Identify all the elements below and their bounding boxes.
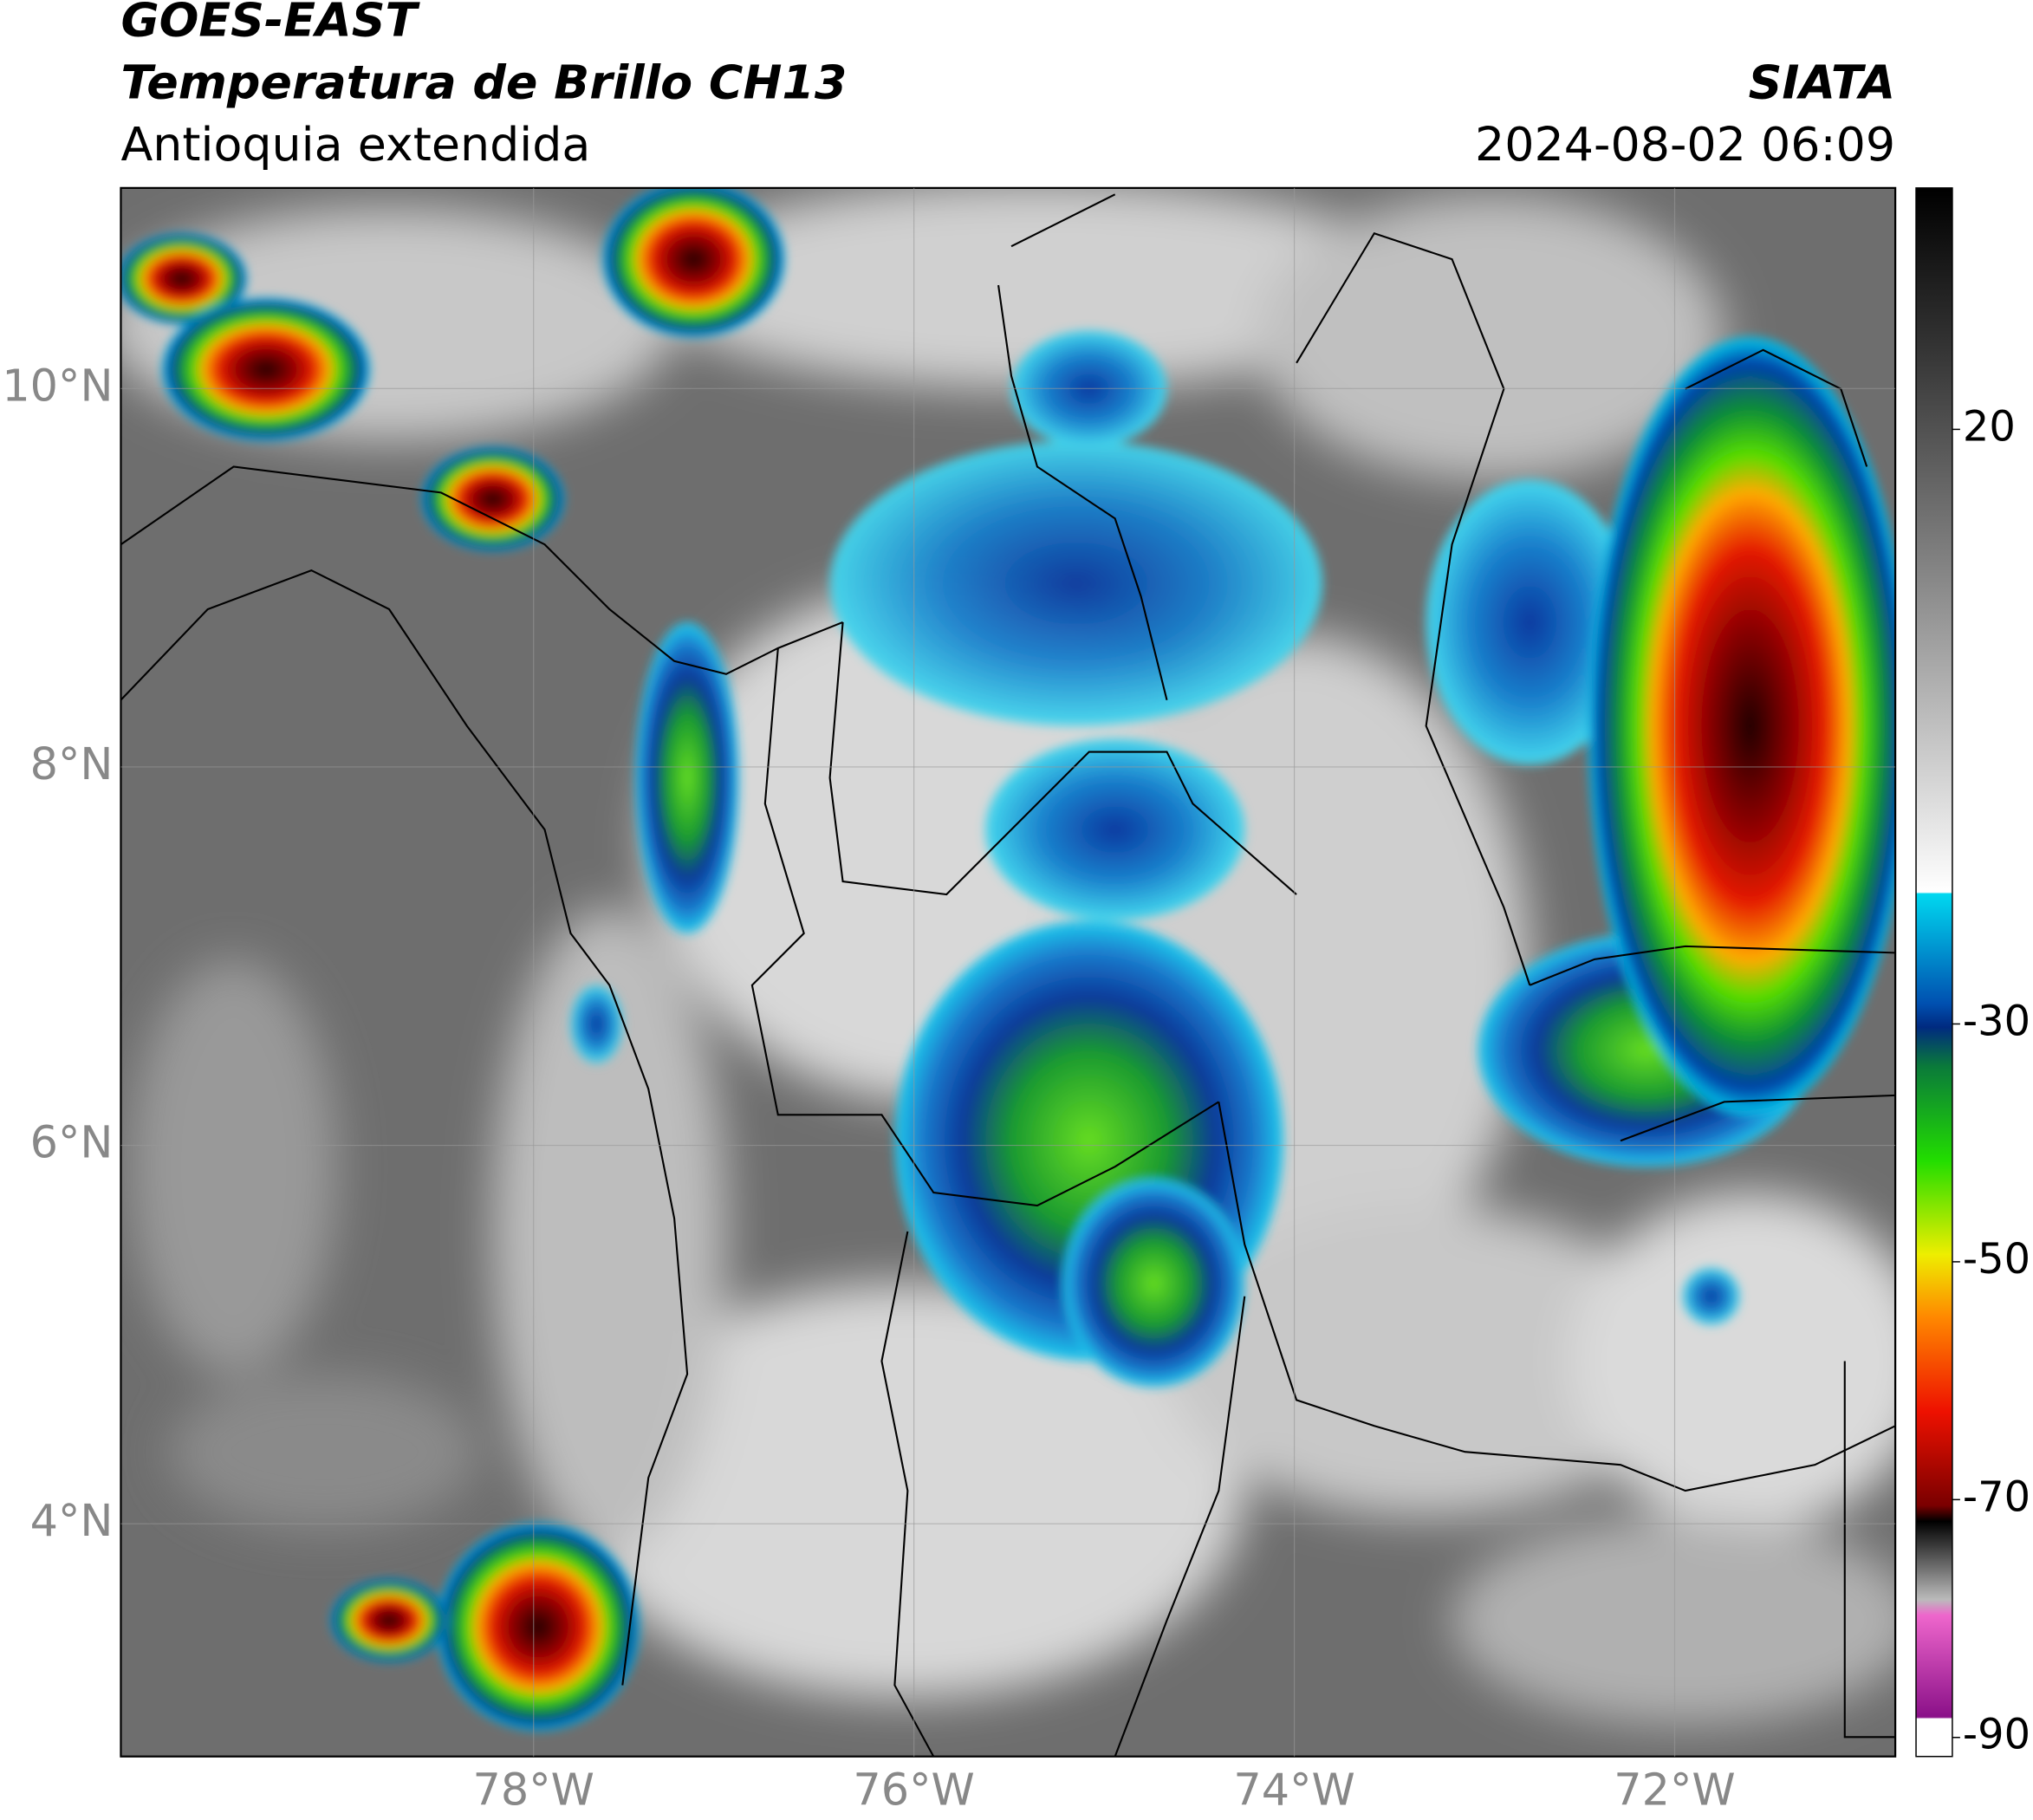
colorbar-tick-label: -70 [1963,1473,2030,1521]
lat-tick-label: 6°N [30,1117,114,1168]
colorbar [1915,187,1953,1758]
graticule [120,187,1896,1757]
colorbar-tick-label: -30 [1963,998,2030,1045]
borders [120,193,1896,1757]
lat-tick-label: 10°N [2,360,113,411]
colorbar-tick-label: -50 [1963,1236,2030,1284]
title: GOES-EAST [120,0,420,48]
source: SIATA [1749,55,1896,109]
map-frame [120,186,1897,1758]
lon-tick-label: 76°W [853,1765,974,1816]
datetime: 2024-08-02 06:09 [1475,117,1895,172]
lat-tick-label: 8°N [30,738,114,790]
convective-cells [120,187,1896,1731]
lon-tick-label: 72°W [1614,1765,1735,1816]
lat-tick-label: 4°N [30,1495,114,1546]
region: Antioquia extendida [120,117,590,172]
colorbar-tick-label: 20 [1963,403,2016,451]
subtitle: Temperatura de Brillo CH13 [120,55,847,109]
imagery [120,187,1896,1757]
colorbar-tick-label: -90 [1963,1712,2030,1759]
lon-tick-label: 78°W [472,1765,594,1816]
lon-tick-label: 74°W [1233,1765,1354,1816]
